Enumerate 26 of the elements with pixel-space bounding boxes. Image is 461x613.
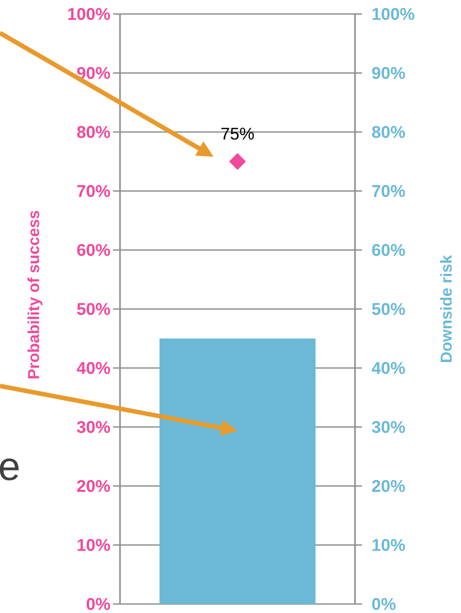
y-tick-label: 80% <box>77 126 110 138</box>
y2-tick-label: 60% <box>372 244 405 256</box>
y-tick-label: 10% <box>78 539 110 552</box>
y-tick-label: 30% <box>76 420 110 434</box>
y2-tick-label: 20% <box>372 480 405 492</box>
y-tick-label: 60% <box>77 244 110 256</box>
y2-axis-title: Downside risk <box>440 254 452 362</box>
y2-tick-label: 100% <box>372 8 414 20</box>
y2-tick-label: 10% <box>372 539 405 551</box>
text: e <box>0 458 19 480</box>
y2-tick-label: 50% <box>372 303 405 315</box>
y-tick-label: 0% <box>86 598 110 610</box>
y-tick-label: 50% <box>77 303 110 315</box>
y2-tick-label: 40% <box>372 362 405 374</box>
y2-tick-label: 70% <box>372 184 405 197</box>
y-tick-label: 70% <box>77 185 110 197</box>
y-tick-label: 20% <box>77 480 110 492</box>
y-tick-label: 100% <box>68 8 110 20</box>
y-axis-title: Probability of success <box>28 210 42 378</box>
y-tick-label: 90% <box>77 66 110 79</box>
y2-tick-label: 90% <box>372 66 405 79</box>
y2-tick-label: 30% <box>372 420 405 434</box>
y2-tick-label: 80% <box>372 126 405 138</box>
y-tick-label: 40% <box>76 362 110 374</box>
data-label: 75% <box>221 128 254 140</box>
y2-tick-label: 0% <box>372 598 396 610</box>
